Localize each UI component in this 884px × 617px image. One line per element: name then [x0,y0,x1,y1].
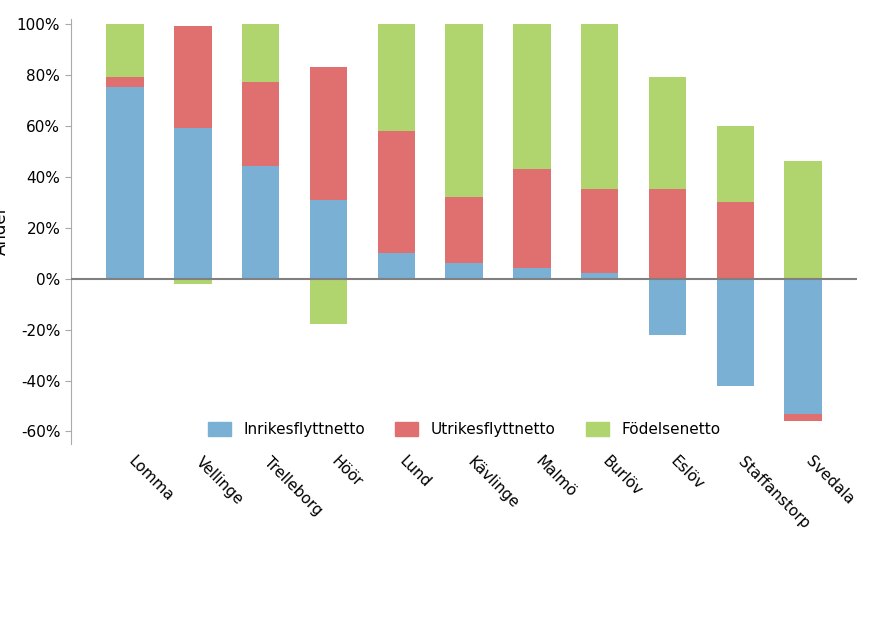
Bar [649,77,686,189]
Bar [514,23,551,169]
Y-axis label: Andel: Andel [0,208,10,255]
Bar [174,128,211,278]
Bar [784,278,822,413]
Bar [377,131,415,253]
Bar [377,23,415,131]
Bar [310,67,347,199]
Bar [446,263,483,278]
Bar [446,23,483,197]
Bar [649,189,686,278]
Bar [581,23,618,189]
Bar [174,278,211,284]
Bar [106,23,144,77]
Bar [784,161,822,278]
Bar [310,278,347,325]
Bar [446,197,483,263]
Bar [649,278,686,334]
Bar [514,169,551,268]
Bar [717,202,754,278]
Bar [174,26,211,128]
Bar [106,77,144,88]
Bar [106,88,144,278]
Bar [310,199,347,278]
Bar [242,82,279,167]
Bar [581,189,618,273]
Legend: Inrikesflyttnetto, Utrikesflyttnetto, Födelsenetto: Inrikesflyttnetto, Utrikesflyttnetto, Fö… [201,415,728,445]
Bar [514,268,551,278]
Bar [242,23,279,82]
Bar [377,253,415,278]
Bar [581,273,618,278]
Bar [717,278,754,386]
Bar [784,413,822,421]
Bar [717,126,754,202]
Bar [242,167,279,278]
